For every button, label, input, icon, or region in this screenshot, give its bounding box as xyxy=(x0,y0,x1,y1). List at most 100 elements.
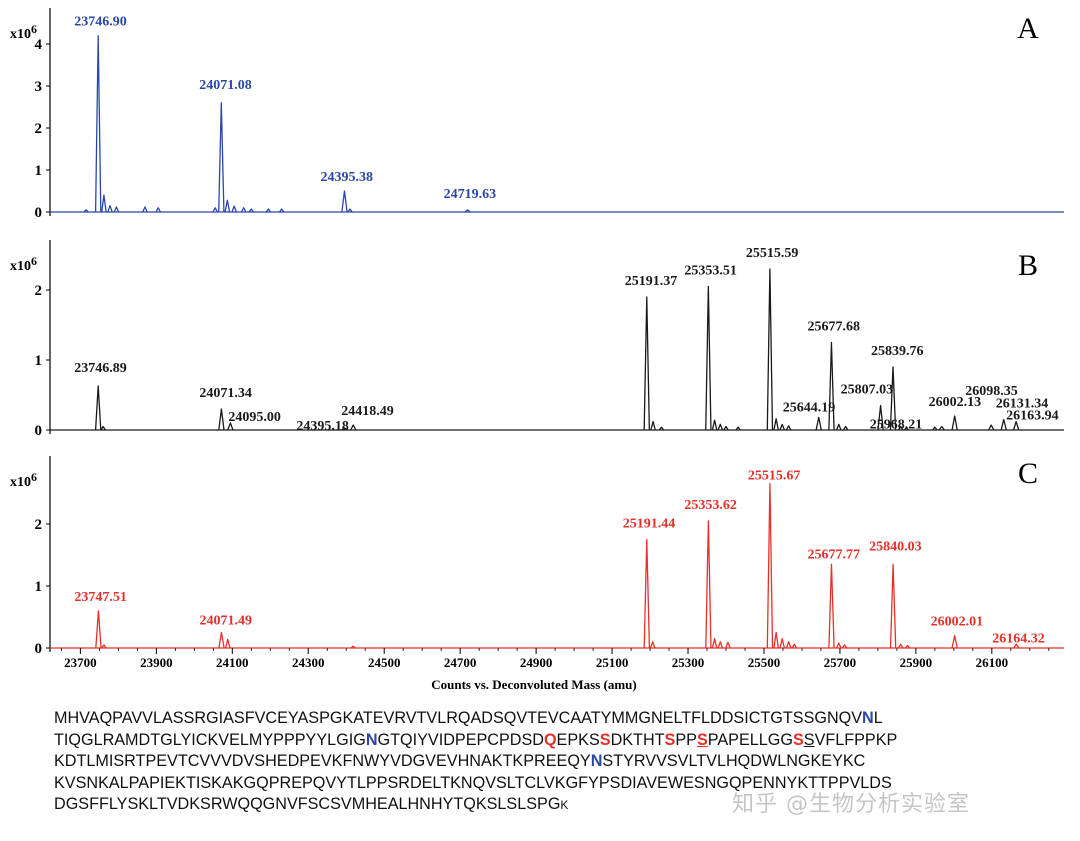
sequence-segment: TIQGLRAMDTGLYICKVELMYPPPYYLGIG xyxy=(54,730,366,749)
minor-peak xyxy=(779,423,786,431)
peak-label: 25353.51 xyxy=(684,264,737,279)
minor-peak xyxy=(717,641,724,649)
minor-peak xyxy=(773,418,779,431)
sequence-segment: GTQIYVIDPEPCPDSD xyxy=(377,730,544,749)
y-tick-label: 2 xyxy=(35,517,43,533)
y-scale-exponent: 6 xyxy=(31,254,37,268)
peak-label: 24395.38 xyxy=(320,170,373,185)
sequence-segment: STYRVVSVLTVLHQDWLNGKEYKC xyxy=(602,752,866,771)
sequence-segment: MHVAQPAVVLASSRGIASFVCEYASPGKATEVRVTVLRQA… xyxy=(54,709,863,727)
peak-label: 25968.21 xyxy=(870,418,923,433)
minor-peak xyxy=(101,194,107,213)
x-tick-label: 25900 xyxy=(900,655,933,670)
minor-peak xyxy=(240,207,247,213)
peak xyxy=(938,425,945,431)
peak-label: 25644.19 xyxy=(783,400,836,415)
minor-peak xyxy=(773,631,779,649)
peak xyxy=(94,34,102,213)
peak-label: 25191.37 xyxy=(625,274,678,289)
sequence-segment: S xyxy=(803,730,815,749)
peak-label: 25840.03 xyxy=(869,539,922,554)
sequence-segment: KVSNKALPAPIEKTISKAKGQPREPQVYTLPPSRDELTKN… xyxy=(54,773,892,792)
peak-label: 26164.32 xyxy=(992,631,1044,646)
peak xyxy=(350,424,357,431)
peak xyxy=(643,538,651,649)
peak xyxy=(705,520,712,649)
peak-label: 25191.44 xyxy=(623,517,676,532)
minor-peak xyxy=(841,644,848,649)
peak xyxy=(877,404,884,431)
peak xyxy=(94,385,102,431)
peak xyxy=(951,415,958,431)
y-scale-exponent: 6 xyxy=(31,22,37,36)
minor-peak xyxy=(649,641,656,649)
minor-peak xyxy=(779,638,786,649)
minor-peak xyxy=(904,644,911,649)
y-tick-label: 1 xyxy=(35,579,43,595)
sequence-line: KVSNKALPAPIEKTISKAKGQPREPQVYTLPPSRDELTKN… xyxy=(54,773,1069,795)
y-tick-label: 0 xyxy=(35,423,43,439)
peak-label: 24395.18 xyxy=(296,419,349,434)
x-tick-label: 26100 xyxy=(976,655,1009,670)
peak-label: 23746.89 xyxy=(74,361,127,376)
peak-label: 26131.34 xyxy=(996,397,1049,412)
minor-peak xyxy=(725,641,731,649)
peak xyxy=(643,296,651,431)
peak-label: 24095.00 xyxy=(228,410,280,425)
peak xyxy=(828,563,835,649)
peak xyxy=(988,424,995,431)
peak xyxy=(341,190,348,213)
protein-sequence: MHVAQPAVVLASSRGIASFVCEYASPGKATEVRVTVLRQA… xyxy=(54,708,1069,816)
highlighted-residue: S xyxy=(792,730,804,749)
x-tick-label: 24500 xyxy=(368,655,401,670)
minor-peak xyxy=(224,199,231,213)
sequence-segment: K xyxy=(560,798,569,813)
panel-c: 0 1 2 x106 C 23747.51 24071.49 25191.44 25353.62… xyxy=(10,456,1064,657)
peak-label: 23747.51 xyxy=(74,590,127,605)
sequence-segment: EPKS xyxy=(556,730,600,749)
peak xyxy=(218,102,225,213)
minor-peak xyxy=(113,206,120,213)
minor-peak xyxy=(785,641,792,649)
y-tick-label: 2 xyxy=(35,121,43,137)
sequence-segment: PAPELLGG xyxy=(707,730,793,749)
x-tick-label: 25700 xyxy=(824,655,857,670)
sequence-segment: L xyxy=(873,709,883,727)
x-tick-label: 24300 xyxy=(292,655,325,670)
minor-peak xyxy=(791,643,798,649)
peak xyxy=(705,285,712,431)
peak-label: 26098.35 xyxy=(965,384,1018,399)
y-tick-label: 4 xyxy=(35,37,43,53)
y-scale-label: x106 xyxy=(10,22,37,42)
y-scale-label: x106 xyxy=(10,470,37,490)
x-tick-label: 23700 xyxy=(64,655,97,670)
minor-peak xyxy=(248,208,255,213)
peak-label: 26163.94 xyxy=(1006,409,1058,424)
panel-b: 0 1 2 x106 B 23746.89 24071.34 24095.00 24395.18… xyxy=(10,240,1064,439)
minor-peak xyxy=(100,425,106,431)
x-tick-label: 24700 xyxy=(444,655,477,670)
minor-peak xyxy=(897,643,904,649)
sequence-line: DGSFFLYSKLTVDKSRWQQGNVFSCSVMHEALHNHYTQKS… xyxy=(54,794,1069,816)
minor-peak xyxy=(711,419,718,431)
peak xyxy=(1012,420,1020,431)
highlighted-residue: S xyxy=(664,730,676,749)
peak-label: 23746.90 xyxy=(74,15,127,30)
highlighted-residue: S xyxy=(696,730,708,749)
peak-label: 24418.49 xyxy=(341,404,394,419)
y-tick-label: 3 xyxy=(35,79,43,95)
y-scale-label: x106 xyxy=(10,254,37,274)
x-tick-label: 23900 xyxy=(140,655,173,670)
minor-peak xyxy=(932,426,938,431)
x-tick-label: 24100 xyxy=(216,655,249,670)
sequence-line: KDTLMISRTPEVTCVVVDVSHEDPEVKFNWYVDGVEVHNA… xyxy=(54,751,1069,773)
minor-peak xyxy=(735,426,741,431)
y-tick-label: 1 xyxy=(35,163,43,179)
peak xyxy=(95,610,102,649)
minor-peak xyxy=(711,638,718,649)
peak-label: 26002.01 xyxy=(931,615,984,630)
peak xyxy=(218,631,225,649)
minor-peak xyxy=(142,206,148,213)
